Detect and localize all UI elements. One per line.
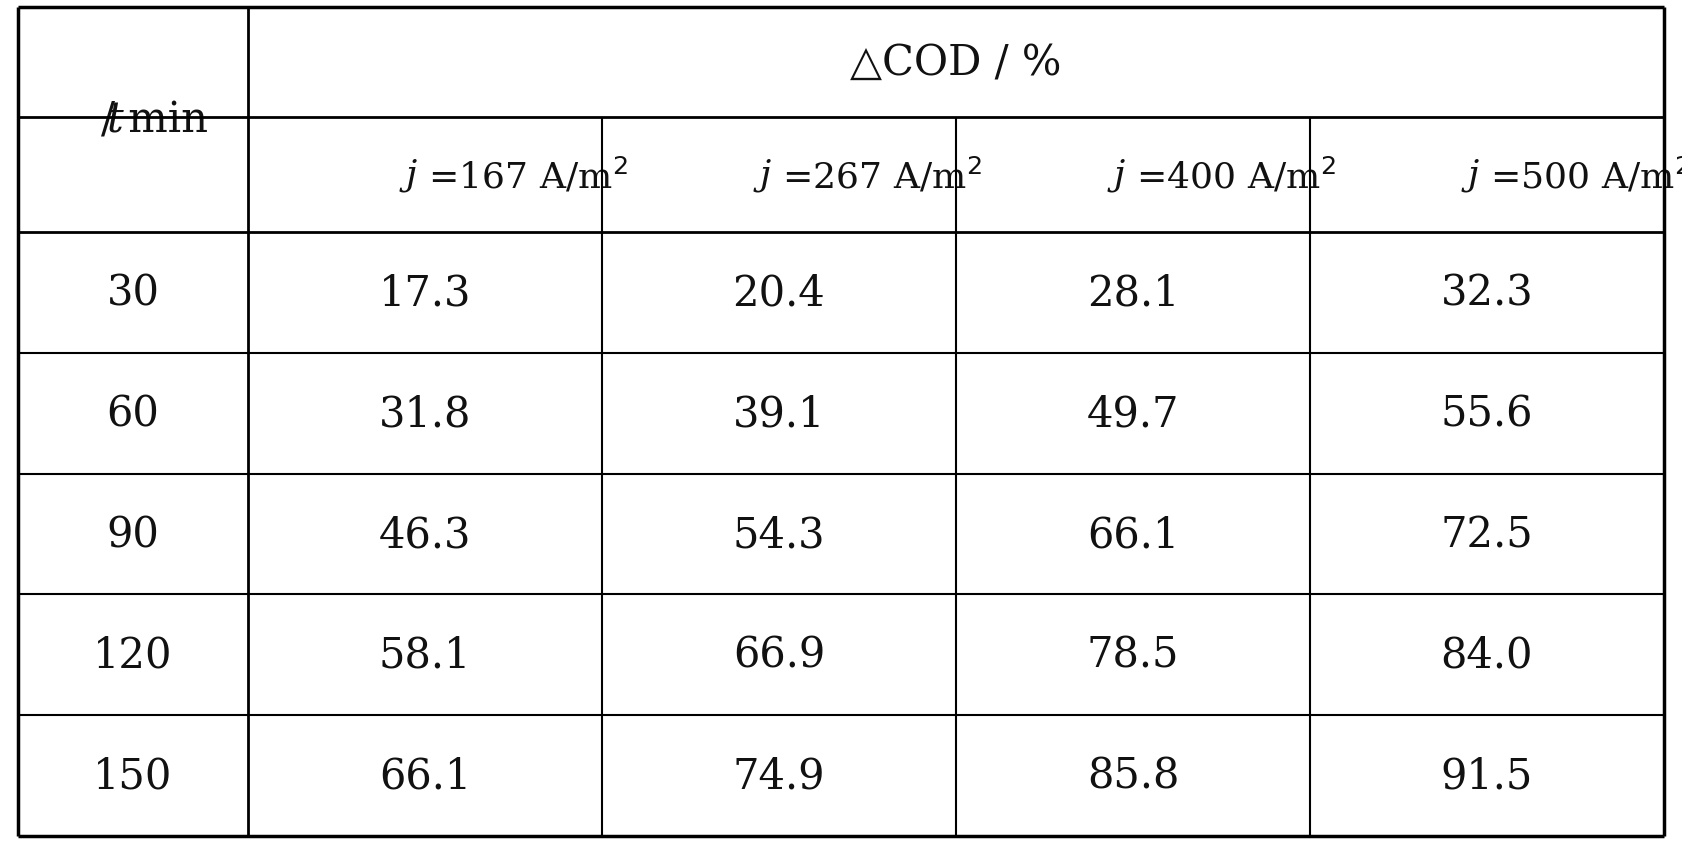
Text: 46.3: 46.3 (378, 513, 471, 555)
Text: 72.5: 72.5 (1440, 513, 1534, 555)
Text: 58.1: 58.1 (378, 634, 471, 676)
Text: 78.5: 78.5 (1087, 634, 1179, 676)
Text: 60: 60 (106, 392, 160, 435)
Text: j: j (405, 159, 417, 192)
Text: =267 A/m$^2$: =267 A/m$^2$ (770, 155, 982, 195)
Text: j: j (760, 159, 770, 192)
Text: 31.8: 31.8 (378, 392, 471, 435)
Text: / min: / min (101, 100, 209, 141)
Text: 150: 150 (93, 755, 173, 797)
Text: 66.1: 66.1 (378, 755, 471, 797)
Text: 20.4: 20.4 (733, 272, 826, 314)
Text: 85.8: 85.8 (1087, 755, 1179, 797)
Text: =400 A/m$^2$: =400 A/m$^2$ (1125, 155, 1336, 195)
Text: 84.0: 84.0 (1441, 634, 1534, 676)
Text: 55.6: 55.6 (1441, 392, 1534, 435)
Text: 120: 120 (93, 634, 173, 676)
Text: 39.1: 39.1 (733, 392, 826, 435)
Text: 74.9: 74.9 (733, 755, 826, 797)
Text: 66.1: 66.1 (1087, 513, 1179, 555)
Text: =167 A/m$^2$: =167 A/m$^2$ (417, 155, 627, 195)
Text: 28.1: 28.1 (1087, 272, 1179, 314)
Text: 66.9: 66.9 (733, 634, 826, 676)
Text: j: j (1113, 159, 1125, 192)
Text: 32.3: 32.3 (1440, 272, 1534, 314)
Text: =500 A/m$^2$: =500 A/m$^2$ (1478, 155, 1682, 195)
Text: 91.5: 91.5 (1441, 755, 1534, 797)
Text: 17.3: 17.3 (378, 272, 471, 314)
Text: △COD / %: △COD / % (851, 42, 1061, 84)
Text: t: t (106, 100, 123, 141)
Text: 90: 90 (106, 513, 160, 555)
Text: 49.7: 49.7 (1087, 392, 1179, 435)
Text: j: j (1468, 159, 1478, 192)
Text: 30: 30 (106, 272, 160, 314)
Text: 54.3: 54.3 (733, 513, 826, 555)
